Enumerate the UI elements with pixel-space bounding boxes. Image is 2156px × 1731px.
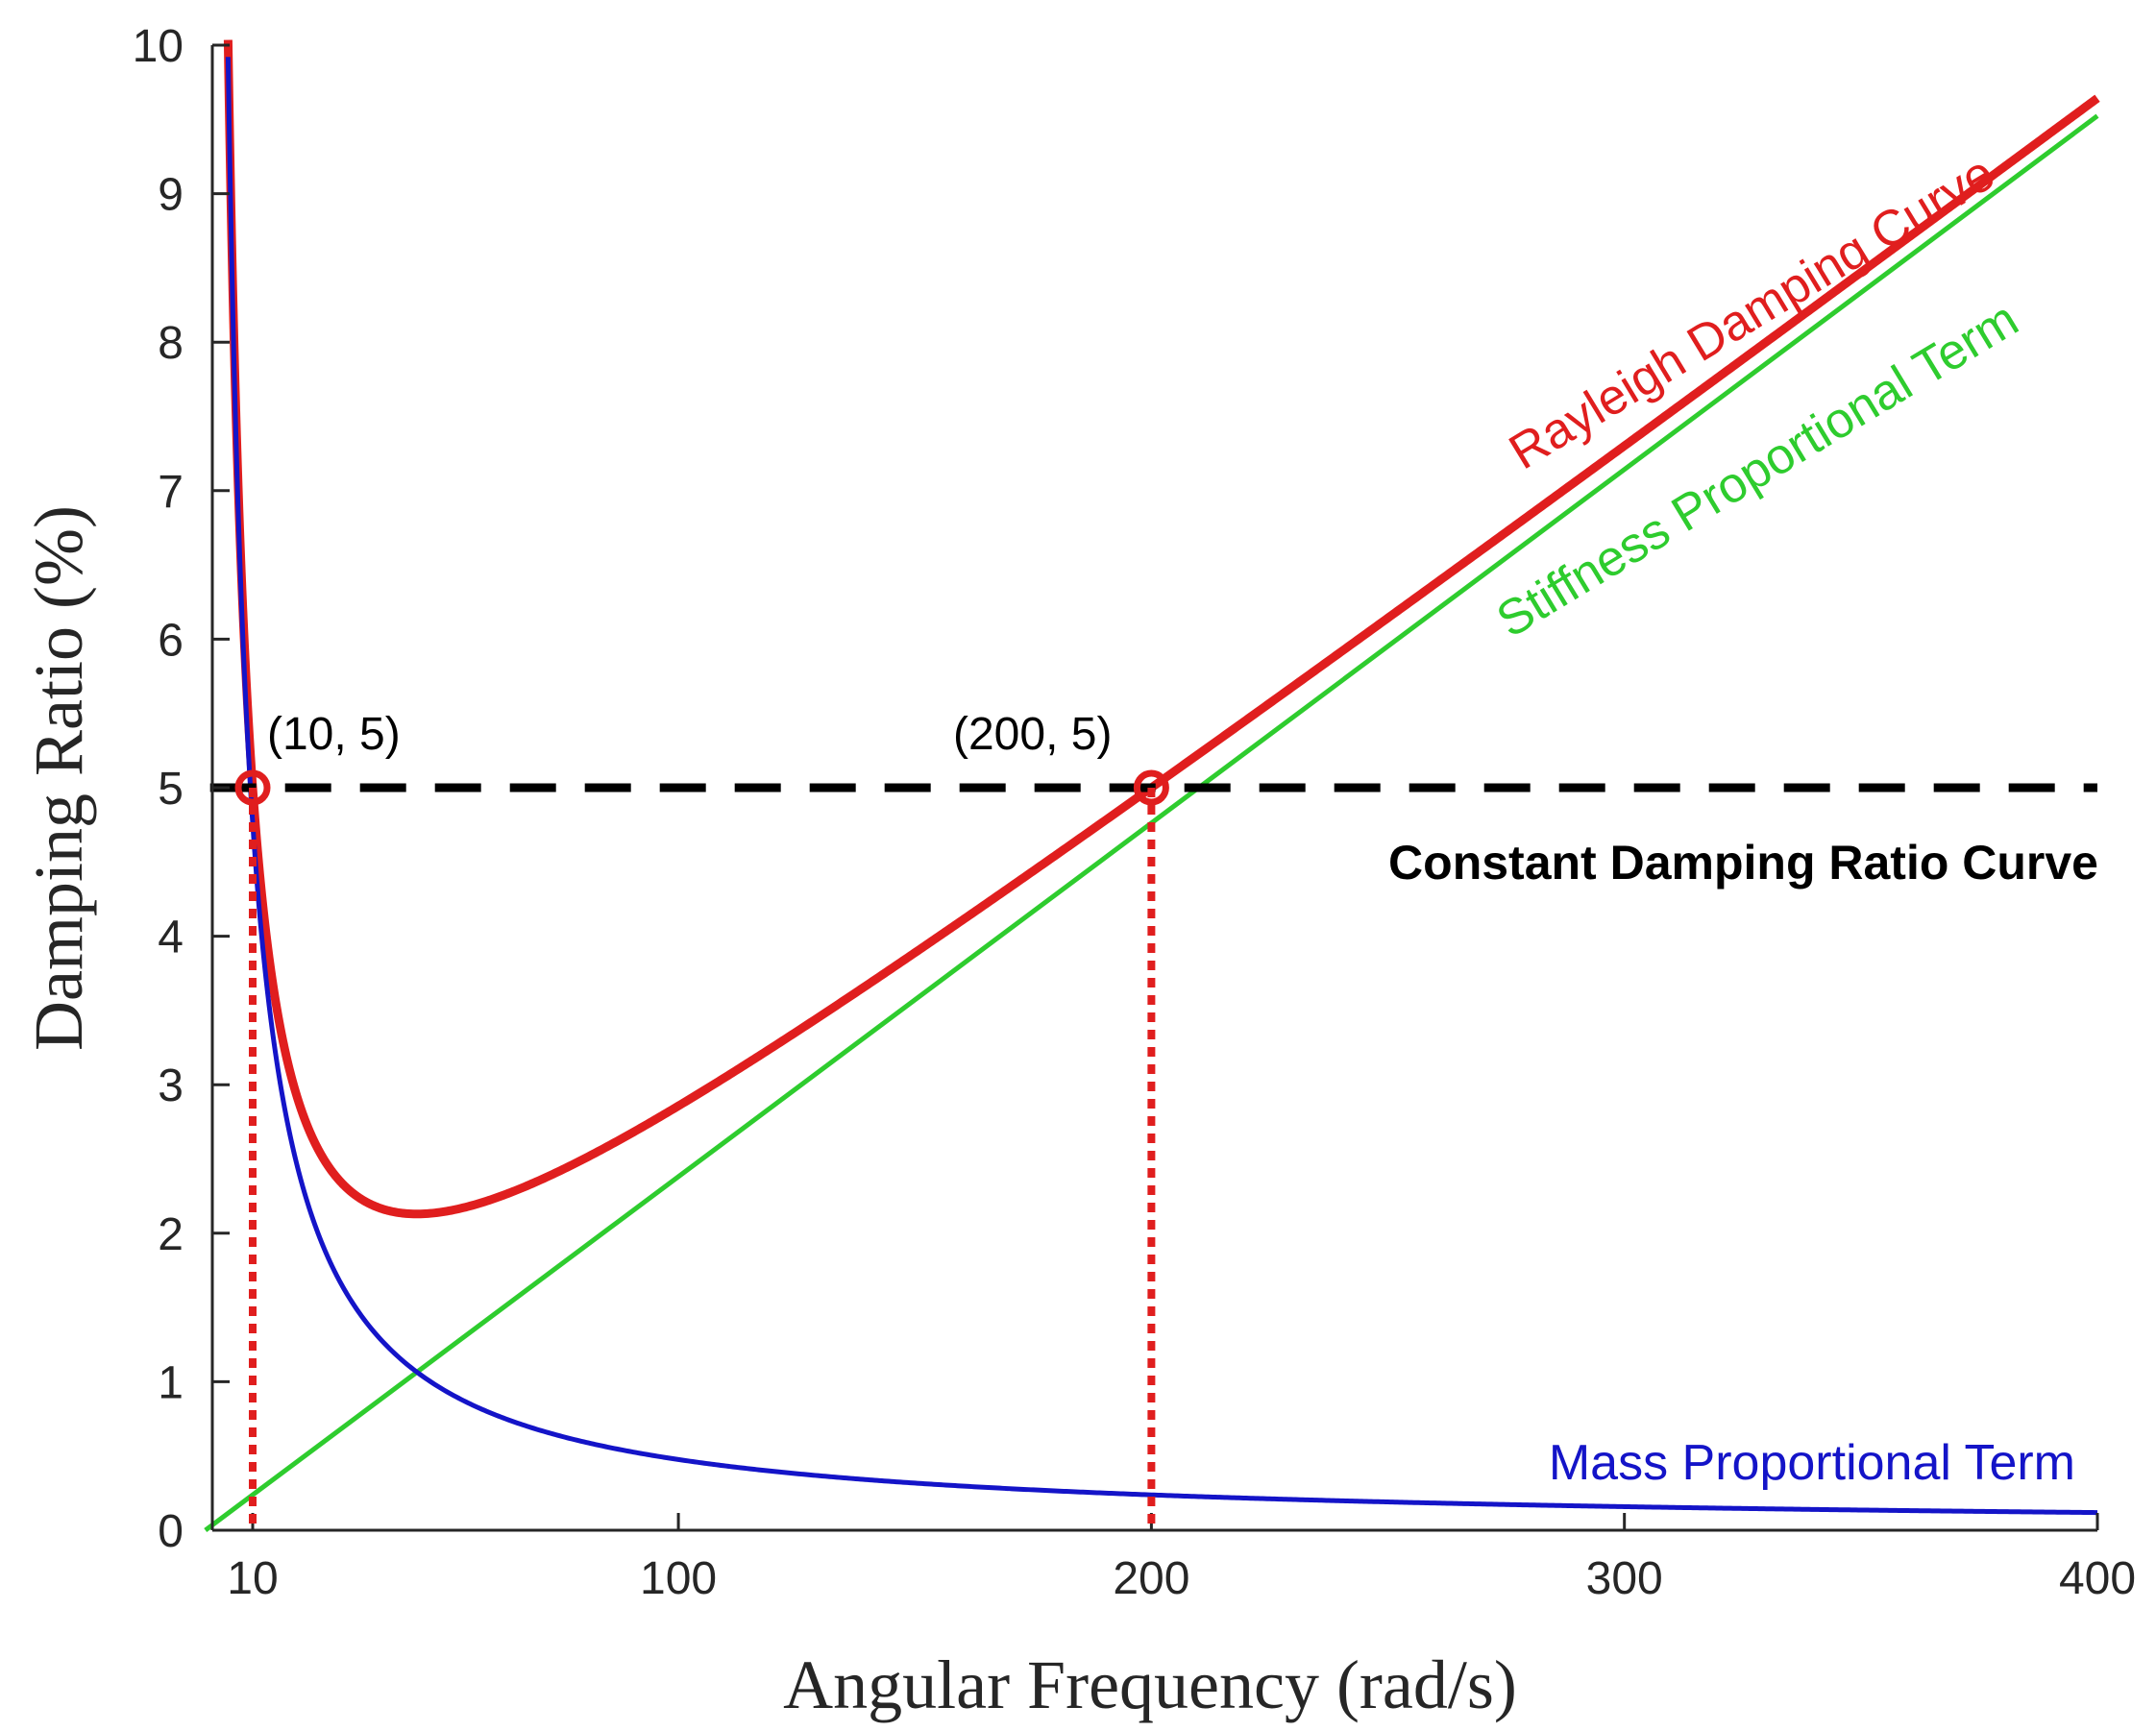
- rayleigh-curve-line: [223, 39, 2100, 1219]
- rayleigh-curve-label: Rayleigh Damping Curve: [1500, 145, 2003, 480]
- y-tick-label-1: 1: [158, 1357, 184, 1408]
- annotation-200-5: (200, 5): [953, 709, 1112, 760]
- y-tick-label-2: 2: [158, 1209, 184, 1260]
- y-tick-label-5: 5: [158, 764, 184, 815]
- x-axis-title: Angular Frequency (rad/s): [783, 1646, 1517, 1723]
- y-tick-label-8: 8: [158, 318, 184, 369]
- annotation-10-5: (10, 5): [267, 709, 401, 760]
- x-tick-label-200: 200: [1113, 1553, 1189, 1604]
- y-tick-label-10: 10: [133, 21, 184, 72]
- y-tick-label-3: 3: [158, 1061, 184, 1111]
- markers-layer: [234, 769, 1169, 1530]
- mass-term-label: Mass Proportional Term: [1549, 1435, 2075, 1491]
- constant-damping-label: Constant Damping Ratio Curve: [1388, 836, 2098, 890]
- y-tick-label-9: 9: [158, 170, 184, 221]
- y-axis-title: Damping Ratio (%): [20, 505, 97, 1051]
- x-tick-label-10: 10: [227, 1553, 278, 1604]
- y-tick-label-4: 4: [158, 913, 184, 963]
- mass-term-line: [225, 57, 2098, 1516]
- y-tick-label-6: 6: [158, 615, 184, 666]
- y-tick-label-7: 7: [158, 467, 184, 518]
- y-ticks: 0 1 2 3 4 5 6 7 8 9 10: [133, 21, 230, 1557]
- point-marker-0: [234, 769, 271, 806]
- x-tick-label-100: 100: [640, 1553, 717, 1604]
- y-tick-label-0: 0: [158, 1506, 184, 1557]
- point-marker-1: [1133, 769, 1169, 806]
- x-ticks: 10 100 200 300 400: [227, 1513, 2136, 1604]
- x-tick-label-300: 300: [1586, 1553, 1663, 1604]
- x-tick-label-400: 400: [2059, 1553, 2136, 1604]
